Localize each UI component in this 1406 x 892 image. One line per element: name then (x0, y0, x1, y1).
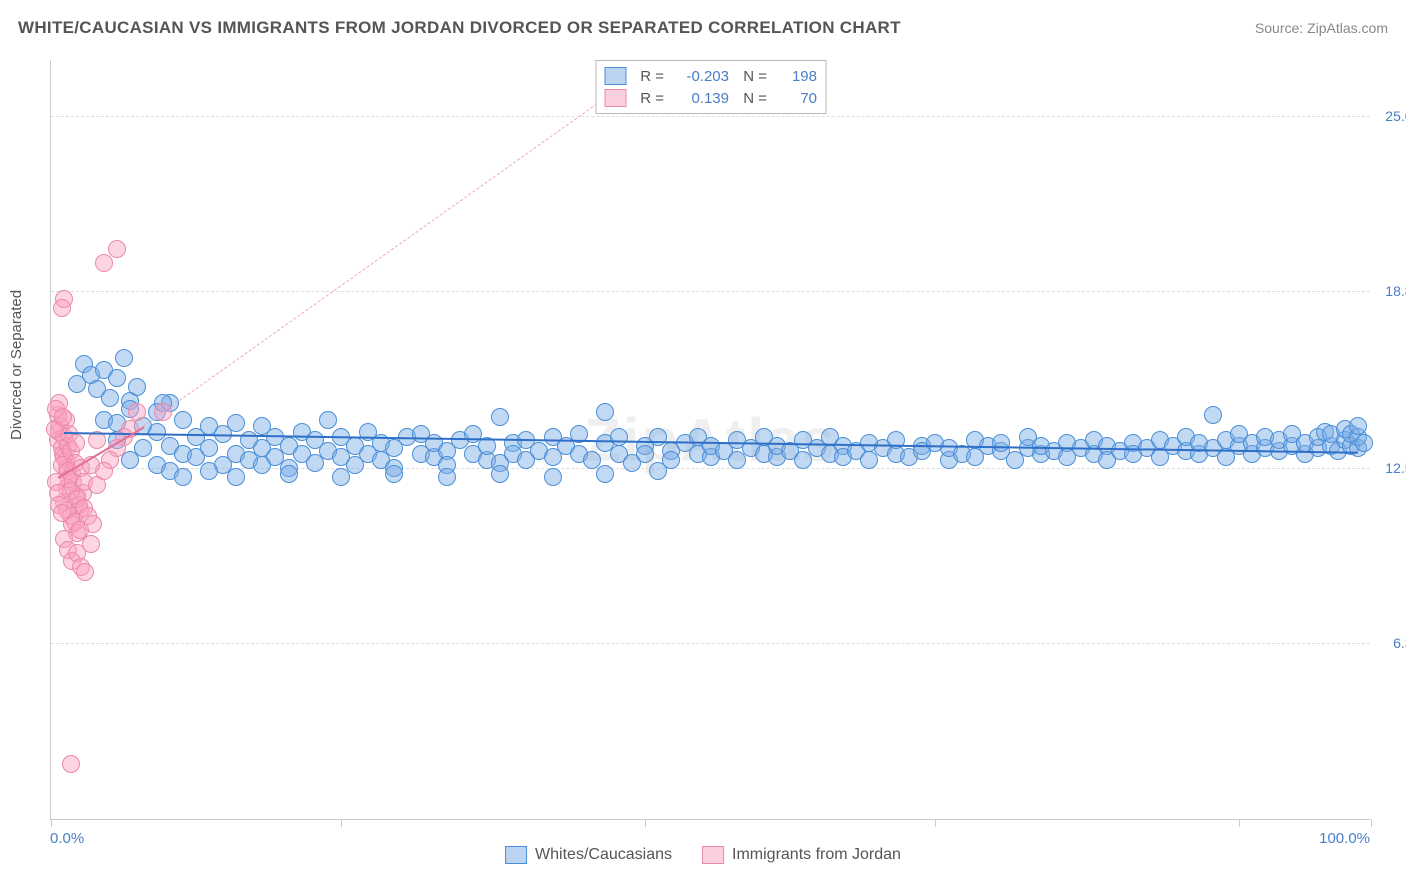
r-label: R = (636, 90, 664, 107)
legend-swatch (702, 846, 724, 864)
y-tick-label: 12.5% (1385, 460, 1406, 476)
data-point (53, 299, 71, 317)
n-label: N = (739, 68, 767, 85)
data-point (62, 755, 80, 773)
y-axis-title: Divorced or Separated (8, 290, 25, 440)
n-label: N = (739, 90, 767, 107)
data-point (76, 563, 94, 581)
data-point (596, 403, 614, 421)
legend-swatch (505, 846, 527, 864)
data-point (174, 411, 192, 429)
stats-legend-row: R = -0.203 N = 198 (604, 65, 817, 87)
data-point (128, 403, 146, 421)
data-point (227, 468, 245, 486)
x-tick (51, 819, 52, 827)
plot-area: ZipAtlas R =-0.203N =198R =0.139N =70 6.… (50, 60, 1370, 820)
stats-legend-row: R = 0.139 N = 70 (604, 87, 817, 109)
data-point (95, 254, 113, 272)
data-point (596, 465, 614, 483)
y-tick-label: 6.3% (1393, 635, 1406, 651)
data-point (253, 456, 271, 474)
y-tick-label: 25.0% (1385, 108, 1406, 124)
data-point (134, 439, 152, 457)
legend-item: Immigrants from Jordan (702, 846, 901, 864)
data-point (128, 378, 146, 396)
data-point (53, 504, 71, 522)
data-point (200, 439, 218, 457)
data-point (438, 468, 456, 486)
n-value: 198 (777, 68, 817, 85)
data-point (200, 462, 218, 480)
data-point (1204, 406, 1222, 424)
data-point (115, 349, 133, 367)
n-value: 70 (777, 90, 817, 107)
bottom-legend: Whites/Caucasians Immigrants from Jordan (505, 846, 901, 864)
data-point (67, 434, 85, 452)
scatter-points (51, 60, 1370, 819)
data-point (84, 515, 102, 533)
x-tick (645, 819, 646, 827)
x-tick (935, 819, 936, 827)
data-point (108, 240, 126, 258)
legend-label: Whites/Caucasians (535, 846, 672, 864)
data-point (1349, 417, 1367, 435)
data-point (491, 408, 509, 426)
x-tick (1371, 819, 1372, 827)
data-point (54, 408, 72, 426)
stats-legend: R = -0.203 N = 198 R = 0.139 N = 70 (595, 60, 826, 114)
title-bar: WHITE/CAUCASIAN VS IMMIGRANTS FROM JORDA… (18, 18, 1388, 38)
data-point (544, 468, 562, 486)
data-point (82, 535, 100, 553)
data-point (108, 369, 126, 387)
data-point (649, 462, 667, 480)
data-point (491, 465, 509, 483)
x-tick (1239, 819, 1240, 827)
data-point (610, 428, 628, 446)
data-point (1355, 434, 1373, 452)
data-point (280, 465, 298, 483)
legend-label: Immigrants from Jordan (732, 846, 901, 864)
x-axis-max-label: 100.0% (1319, 830, 1370, 847)
x-tick (341, 819, 342, 827)
r-label: R = (636, 68, 664, 85)
r-value: 0.139 (674, 90, 729, 107)
data-point (385, 465, 403, 483)
data-point (992, 434, 1010, 452)
data-point (101, 389, 119, 407)
legend-swatch (604, 67, 626, 85)
data-point (174, 468, 192, 486)
chart-title: WHITE/CAUCASIAN VS IMMIGRANTS FROM JORDA… (18, 18, 901, 38)
legend-swatch (604, 89, 626, 107)
data-point (332, 468, 350, 486)
r-value: -0.203 (674, 68, 729, 85)
source-label: Source: ZipAtlas.com (1255, 20, 1388, 36)
data-point (227, 414, 245, 432)
y-tick-label: 18.8% (1385, 283, 1406, 299)
data-point (319, 411, 337, 429)
x-axis-min-label: 0.0% (50, 830, 84, 847)
legend-item: Whites/Caucasians (505, 846, 672, 864)
data-point (636, 445, 654, 463)
